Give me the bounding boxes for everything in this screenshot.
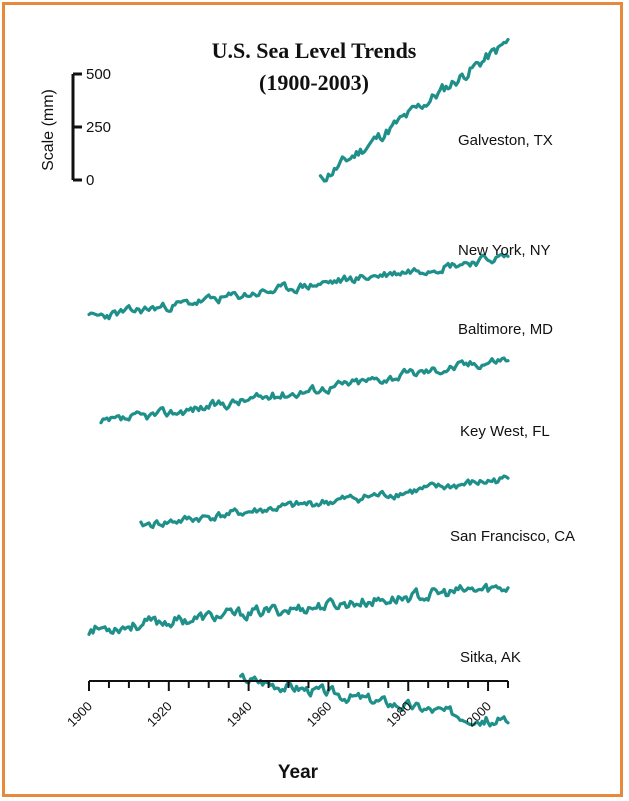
scale-title: Scale (mm) bbox=[40, 89, 57, 171]
series-label: Galveston, TX bbox=[458, 132, 553, 149]
series-labels: Galveston, TX New York, NY Baltimore, MD Ke… bbox=[450, 132, 575, 666]
series-line-galveston-tx bbox=[318, 37, 510, 183]
x-axis-title: Year bbox=[278, 762, 319, 783]
scale-bar-label: 250 bbox=[86, 119, 111, 136]
x-tick-label: 1940 bbox=[224, 699, 255, 730]
series-line-new-york-ny bbox=[87, 252, 510, 321]
series-line-baltimore-md bbox=[99, 356, 510, 425]
series-layer bbox=[87, 37, 510, 728]
scale-bar: Scale (mm) 500 250 0 bbox=[40, 66, 111, 189]
chart-title-line-2: (1900-2003) bbox=[259, 70, 369, 95]
series-line-sitka-ak bbox=[239, 672, 510, 728]
series-label: Sitka, AK bbox=[460, 649, 521, 666]
series-line-key-west-fl bbox=[139, 474, 510, 530]
x-tick-label: 1960 bbox=[303, 699, 334, 730]
series-label: Baltimore, MD bbox=[458, 321, 553, 338]
scale-bar-label: 500 bbox=[86, 66, 111, 83]
series-label: San Francisco, CA bbox=[450, 528, 575, 545]
figure-frame bbox=[2, 2, 623, 797]
series-label: New York, NY bbox=[458, 242, 551, 259]
x-tick-label: 1920 bbox=[144, 699, 175, 730]
scale-bar-label: 0 bbox=[86, 172, 94, 189]
chart-title-line-1: U.S. Sea Level Trends bbox=[212, 38, 417, 63]
x-tick-label: 1900 bbox=[64, 699, 95, 730]
series-line-san-francisco-ca bbox=[87, 582, 510, 636]
x-axis: Year 1900 1920 1940 1960 1980 2000 bbox=[64, 680, 509, 783]
series-label: Key West, FL bbox=[460, 423, 550, 440]
